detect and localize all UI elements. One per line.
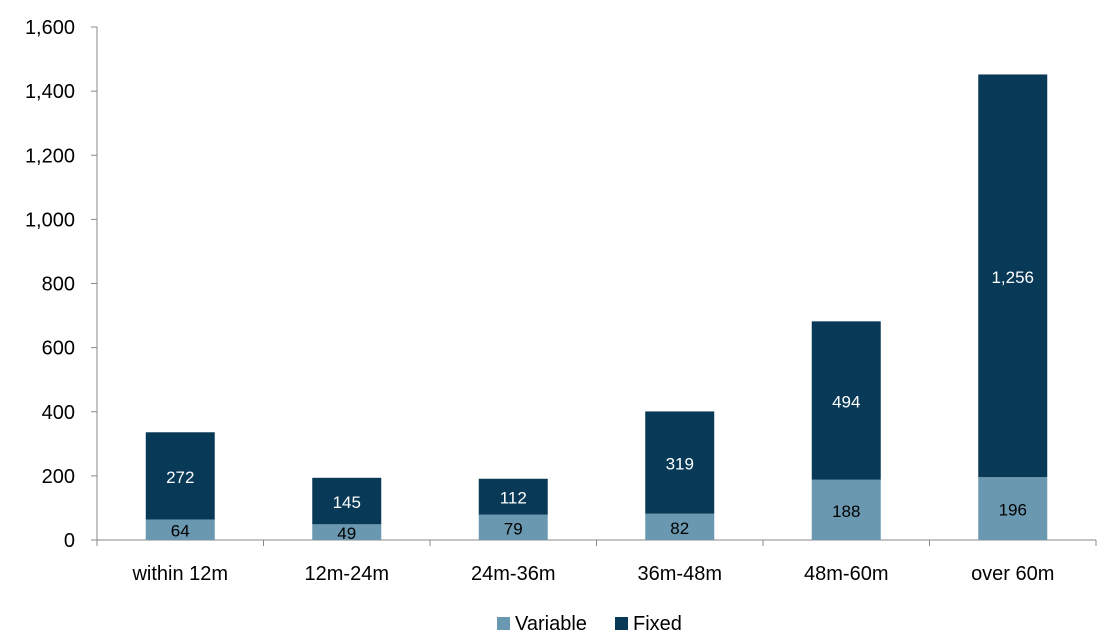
bar-fixed: [145, 432, 215, 520]
x-tick-label: 24m-36m: [471, 563, 555, 585]
data-label-fixed: 494: [832, 393, 860, 412]
y-tick-label: 1,200: [25, 145, 75, 167]
data-label-fixed: 1,256: [991, 268, 1034, 287]
bar-fixed: [645, 411, 715, 514]
data-labels: 64 272 49 145 79 112 82 319 188 494 196 1,256: [166, 268, 1034, 543]
legend: Variable Fixed: [497, 613, 682, 635]
y-tick-label: 600: [42, 338, 75, 360]
bar-fixed: [312, 477, 382, 525]
y-axis: 0 200 400 600 800 1,000 1,200 1,400 1,600: [25, 17, 98, 552]
x-tick-label: 36m-48m: [638, 563, 722, 585]
bar-variable: [312, 524, 382, 540]
bar-variable: [811, 479, 881, 540]
bar-variable: [145, 519, 215, 540]
data-label-variable: 64: [171, 522, 190, 541]
y-tick-label: 400: [42, 402, 75, 424]
y-tick-label: 1,400: [25, 81, 75, 103]
legend-swatch-variable: [497, 617, 510, 630]
legend-label-variable: Variable: [515, 613, 587, 635]
legend-label-fixed: Fixed: [633, 613, 682, 635]
data-label-variable: 188: [832, 502, 860, 521]
data-label-variable: 49: [337, 524, 356, 543]
data-label-fixed: 112: [500, 489, 527, 508]
y-tick-label: 800: [42, 274, 75, 296]
bar-fixed: [811, 321, 881, 480]
y-tick-label: 1,600: [25, 17, 75, 39]
bar-variable: [978, 477, 1048, 540]
data-label-fixed: 272: [166, 468, 194, 487]
bar-variable: [645, 513, 715, 540]
bars: [145, 74, 1048, 540]
data-label-fixed: 319: [666, 455, 694, 474]
data-label-fixed: 145: [333, 493, 361, 512]
bar-variable: [478, 514, 548, 540]
y-tick-label: 1,000: [25, 209, 75, 231]
data-label-variable: 196: [999, 501, 1027, 520]
data-label-variable: 79: [504, 519, 523, 538]
x-tick-label: within 12m: [131, 563, 228, 585]
x-axis: within 12m 12m-24m 24m-36m 36m-48m 48m-60m ov…: [96, 539, 1097, 585]
y-tick-label: 0: [64, 530, 75, 552]
x-tick-label: over 60m: [971, 563, 1054, 585]
y-tick-label: 200: [42, 466, 75, 488]
bar-fixed: [978, 74, 1048, 478]
x-tick-label: 48m-60m: [804, 563, 888, 585]
data-label-variable: 82: [670, 519, 689, 538]
x-tick-label: 12m-24m: [305, 563, 389, 585]
legend-swatch-fixed: [615, 617, 628, 630]
bar-fixed: [478, 478, 548, 515]
